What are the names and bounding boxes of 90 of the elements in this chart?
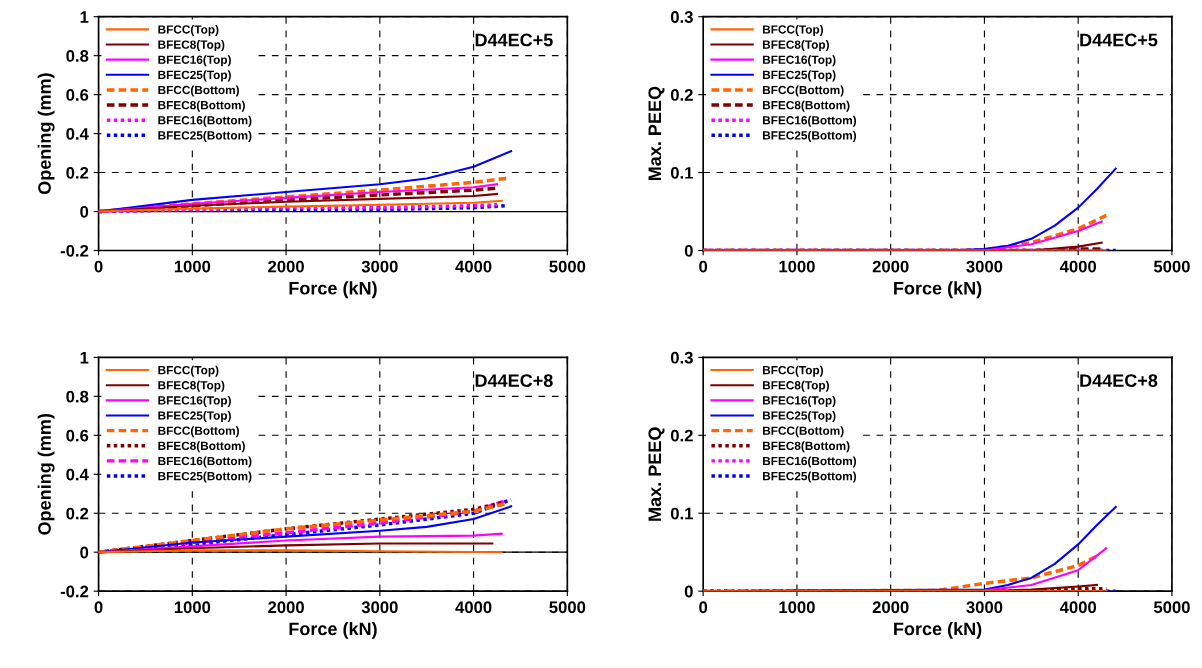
legend-label: BFEC25(Bottom): [762, 471, 857, 483]
legend-label: BFEC25(Bottom): [158, 130, 252, 142]
legend-label: BFEC16(Top): [762, 395, 836, 407]
x-tick-label: 4000: [1059, 260, 1097, 273]
y-tick-label: 0: [80, 205, 89, 218]
legend-label: BFCC(Top): [762, 365, 824, 377]
legend-label: BFCC(Bottom): [158, 85, 239, 97]
y-tick-label: 0.1: [670, 507, 693, 520]
x-tick-label: 1000: [779, 260, 815, 273]
legend-label: BFEC8(Bottom): [762, 100, 850, 112]
legend-label: BFEC8(Bottom): [762, 441, 850, 453]
y-tick-label: 0.4: [66, 128, 89, 140]
y-axis-title: Opening (mm): [37, 73, 55, 195]
x-tick-label: 5000: [549, 260, 586, 273]
legend-label: BFCC(Top): [158, 365, 219, 377]
x-tick-label: 1000: [779, 601, 815, 614]
x-tick-label: 3000: [966, 601, 1003, 614]
y-axis-title: Max. PEEQ: [648, 427, 665, 521]
y-tick-label: 0.1: [670, 166, 693, 179]
y-tick-label: 1: [80, 11, 89, 23]
x-tick-label: 0: [94, 260, 103, 273]
x-tick-label: 4000: [455, 260, 492, 273]
legend-label: BFEC25(Bottom): [762, 130, 857, 142]
legend-label: BFEC25(Bottom): [158, 471, 252, 483]
y-tick-label: 0: [684, 585, 693, 598]
legend-label: BFEC8(Bottom): [158, 100, 245, 112]
text: D44EC+5: [1080, 33, 1158, 47]
y-tick-label: 0.3: [670, 351, 693, 364]
y-tick-label: 0.3: [670, 11, 693, 23]
x-tick-label: 2000: [872, 260, 909, 273]
y-axis-title: Opening (mm): [37, 413, 55, 535]
legend-label: BFEC8(Top): [762, 40, 829, 52]
legend-label: BFEC16(Bottom): [762, 115, 857, 127]
x-axis-title: Force (kN): [289, 621, 377, 639]
y-tick-label: 0.2: [670, 429, 693, 442]
y-tick-label: 0.2: [670, 89, 693, 101]
y-tick-label: 0.8: [66, 390, 89, 403]
x-tick-label: 1000: [174, 260, 211, 273]
y-tick-label: 1: [80, 351, 89, 364]
x-axis-title: Force (kN): [894, 621, 982, 639]
legend-label: BFCC(Bottom): [158, 426, 239, 438]
y-tick-label: 0: [80, 546, 89, 559]
x-tick-label: 5000: [1153, 260, 1190, 273]
legend-label: BFEC16(Bottom): [158, 456, 252, 468]
legend-label: BFCC(Bottom): [762, 426, 844, 438]
text: D44EC+5: [475, 33, 553, 47]
x-tick-label: 5000: [549, 601, 586, 614]
y-tick-label: 0.8: [66, 50, 89, 62]
legend-label: BFEC8(Top): [158, 40, 225, 52]
y-axis-title: Max. PEEQ: [648, 86, 665, 181]
x-tick-label: 4000: [1059, 601, 1097, 614]
y-tick-label: -0.2: [60, 585, 89, 598]
y-tick-label: 0: [684, 244, 693, 257]
x-tick-label: 0: [94, 601, 103, 614]
x-tick-label: 4000: [455, 601, 492, 614]
legend-label: BFCC(Bottom): [762, 85, 844, 97]
x-tick-label: 5000: [1153, 601, 1190, 614]
legend-label: BFCC(Top): [158, 24, 219, 36]
legend-label: BFEC8(Bottom): [158, 441, 245, 453]
legend-label: BFEC16(Top): [158, 395, 231, 407]
y-tick-label: 0.6: [66, 429, 89, 442]
y-tick-label: 0.2: [66, 507, 89, 520]
y-tick-label: 0.6: [66, 89, 89, 101]
legend-label: BFEC25(Top): [762, 411, 836, 423]
legend-label: BFEC16(Top): [158, 55, 231, 67]
legend-label: BFEC8(Top): [158, 380, 225, 392]
x-tick-label: 1000: [174, 601, 211, 614]
x-tick-label: 3000: [966, 260, 1003, 273]
x-tick-label: 2000: [268, 260, 304, 273]
x-tick-label: 3000: [361, 260, 398, 273]
legend-label: BFEC25(Top): [762, 70, 836, 82]
x-tick-label: 2000: [872, 601, 909, 614]
text: D44EC+8: [1080, 374, 1158, 388]
legend-label: BFEC8(Top): [762, 380, 829, 392]
legend-label: BFEC25(Top): [158, 411, 231, 423]
y-tick-label: -0.2: [60, 244, 89, 257]
text: D44EC+8: [475, 374, 553, 388]
x-axis-title: Force (kN): [289, 281, 377, 299]
x-tick-label: 2000: [268, 601, 304, 614]
x-tick-label: 3000: [361, 601, 398, 614]
x-tick-label: 0: [699, 601, 708, 614]
legend-label: BFEC25(Top): [158, 70, 231, 82]
y-tick-label: 0.2: [66, 166, 89, 179]
y-tick-label: 0.4: [66, 468, 89, 481]
legend-label: BFEC16(Top): [762, 55, 836, 67]
x-axis-title: Force (kN): [894, 281, 982, 299]
legend-label: BFEC16(Bottom): [158, 115, 252, 127]
x-tick-label: 0: [699, 260, 708, 273]
legend-label: BFEC16(Bottom): [762, 456, 857, 468]
legend-label: BFCC(Top): [762, 24, 824, 36]
